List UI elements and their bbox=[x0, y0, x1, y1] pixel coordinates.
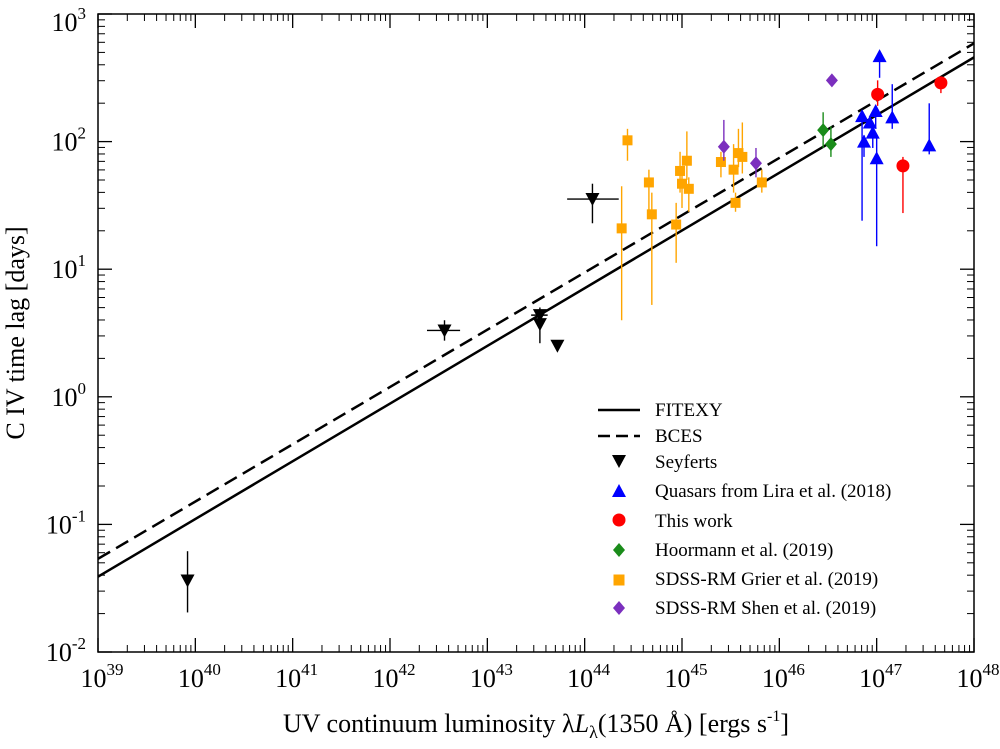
grier-point bbox=[715, 157, 726, 168]
y-tick-label: 10-2 bbox=[46, 634, 86, 667]
grier-point bbox=[728, 164, 739, 175]
legend-lira-label: Quasars from Lira et al. (2018) bbox=[655, 481, 891, 502]
hoormann-point bbox=[824, 137, 837, 152]
grier-point bbox=[681, 155, 692, 166]
x-tick-label: 1045 bbox=[665, 660, 708, 693]
hoormann-point bbox=[817, 123, 830, 138]
x-tick-label: 1046 bbox=[762, 660, 805, 693]
x-tick-label: 1042 bbox=[373, 660, 416, 693]
lira-quasar-series bbox=[855, 49, 937, 247]
legend-seyferts-marker bbox=[612, 455, 626, 468]
legend-shen-marker bbox=[613, 601, 625, 615]
lira-quasar-point bbox=[922, 138, 937, 152]
x-tick-label: 1047 bbox=[859, 660, 903, 693]
legend-hoormann-label: Hoormann et al. (2019) bbox=[655, 540, 833, 561]
data-points bbox=[180, 49, 948, 613]
grier-series bbox=[616, 122, 767, 321]
legend-grier-label: SDSS-RM Grier et al. (2019) bbox=[655, 569, 878, 590]
seyfert-point bbox=[180, 574, 195, 588]
shen-point bbox=[749, 156, 762, 171]
grier-point bbox=[622, 135, 633, 146]
grier-point bbox=[675, 165, 686, 176]
this-work-point bbox=[896, 159, 910, 173]
hoormann-series bbox=[817, 112, 837, 157]
lira-quasar-point bbox=[869, 151, 884, 165]
this-work-series bbox=[871, 76, 948, 214]
x-tick-label: 1043 bbox=[470, 660, 513, 693]
grier-point bbox=[756, 177, 767, 188]
lira-quasar-point bbox=[862, 115, 877, 129]
shen-series bbox=[717, 73, 838, 178]
legend-thiswork-marker bbox=[612, 513, 626, 527]
x-tick-label: 1048 bbox=[957, 660, 1000, 693]
seyfert-point bbox=[550, 339, 565, 353]
legend-lira-marker bbox=[612, 484, 626, 497]
tick-labels: 1039 1040 1041 1042 1043 1044 1045 1046 1047 1048… bbox=[46, 4, 1000, 693]
axis-ticks bbox=[97, 13, 975, 653]
grier-point bbox=[671, 219, 682, 230]
seyfert-series bbox=[180, 183, 619, 613]
y-tick-label: 102 bbox=[52, 124, 87, 157]
grier-point bbox=[677, 178, 687, 189]
legend-shen-label: SDSS-RM Shen et al. (2019) bbox=[655, 598, 876, 619]
y-tick-label: 103 bbox=[52, 4, 87, 37]
this-work-point bbox=[934, 76, 948, 90]
legend-bces-label: BCES bbox=[655, 426, 703, 447]
y-tick-label: 100 bbox=[52, 379, 87, 412]
shen-point bbox=[717, 139, 730, 154]
shen-point bbox=[825, 73, 838, 88]
legend-seyferts-label: Seyferts bbox=[655, 452, 717, 473]
grier-point bbox=[737, 151, 748, 162]
grier-point bbox=[643, 177, 654, 188]
lira-quasar-point bbox=[855, 109, 870, 123]
legend: FITEXY BCES Seyferts Quasars from Lira e… bbox=[598, 400, 891, 619]
grier-point bbox=[730, 197, 741, 208]
x-tick-label: 1041 bbox=[275, 660, 318, 693]
x-tick-label: 1044 bbox=[567, 660, 611, 693]
lira-quasar-point bbox=[868, 103, 883, 117]
lira-quasar-point bbox=[885, 110, 900, 124]
seyfert-point bbox=[532, 318, 547, 332]
legend-thiswork-label: This work bbox=[655, 511, 733, 532]
grier-point bbox=[683, 183, 694, 194]
lira-quasar-point bbox=[857, 134, 872, 148]
lira-quasar-point bbox=[872, 49, 887, 63]
y-axis-label: C IV time lag [days] bbox=[1, 226, 30, 439]
x-tick-label: 1039 bbox=[81, 660, 124, 693]
legend-hoormann-marker bbox=[613, 543, 625, 557]
x-axis-label: UV continuum luminosity λLλ(1350 Å) [erg… bbox=[283, 708, 789, 742]
legend-fitexy-label: FITEXY bbox=[655, 400, 723, 421]
seyfert-point bbox=[585, 193, 600, 207]
seyfert-point bbox=[437, 324, 452, 338]
y-tick-label: 10-1 bbox=[46, 506, 86, 539]
y-tick-label: 101 bbox=[52, 251, 87, 284]
this-work-point bbox=[871, 87, 885, 101]
x-tick-label: 1040 bbox=[178, 660, 221, 693]
grier-point bbox=[616, 223, 627, 234]
grier-point bbox=[646, 209, 657, 220]
legend-grier-marker bbox=[613, 574, 625, 586]
plot-frame bbox=[97, 13, 975, 653]
